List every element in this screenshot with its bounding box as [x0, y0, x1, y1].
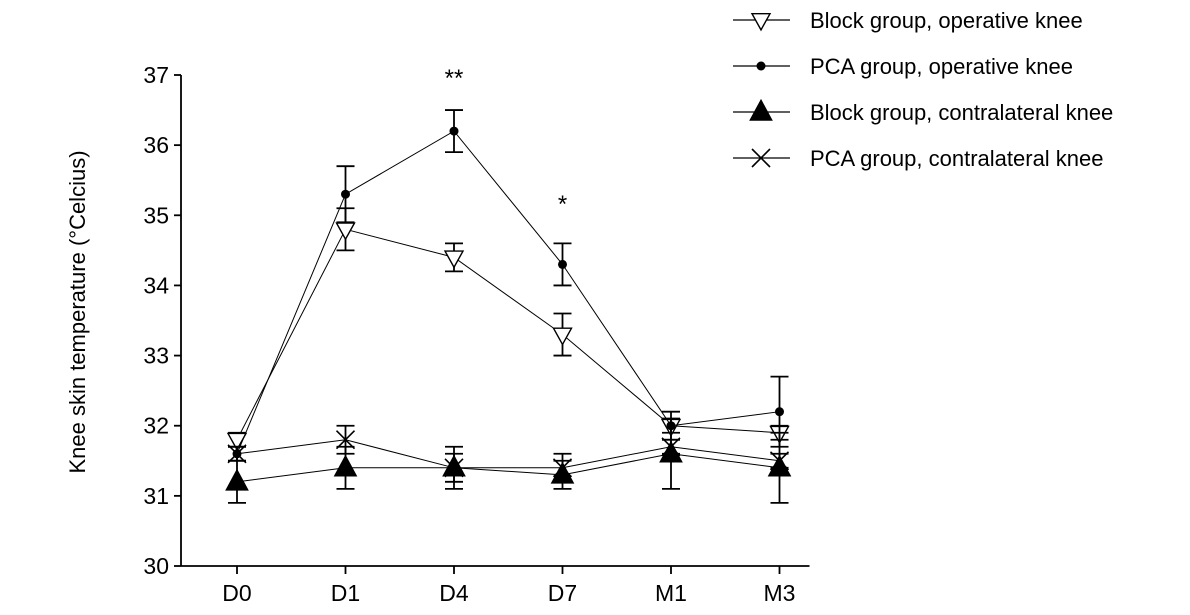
y-tick-label: 37 [143, 62, 169, 88]
data-point [444, 458, 464, 478]
x-tick-label: M3 [764, 580, 796, 606]
series-line [236, 130, 780, 454]
data-point [552, 327, 573, 346]
axes: 30 31 32 33 34 35 36 37 D0 D1 D4 D7 M1 M3 [143, 62, 810, 606]
series-line [236, 439, 780, 469]
legend-label: PCA group, contralateral knee [810, 146, 1104, 171]
series-line [236, 228, 780, 440]
y-tick-label: 33 [143, 343, 169, 369]
data-point [449, 126, 459, 136]
data-point [775, 407, 784, 417]
legend-marker [750, 12, 772, 32]
series-4 [227, 424, 790, 490]
series-1 [226, 207, 790, 452]
data-point [227, 444, 247, 464]
x-tick-label: D0 [222, 580, 251, 606]
legend-marker [749, 98, 773, 121]
legend-item: Block group, contralateral knee [733, 98, 1113, 125]
data-point [661, 437, 681, 457]
series-group [225, 109, 792, 504]
x-tick-label: M1 [655, 580, 687, 606]
series-line [236, 453, 780, 483]
legend-label: Block group, contralateral knee [810, 100, 1113, 125]
y-tick-label: 31 [143, 483, 169, 509]
legend-item: PCA group, operative knee [733, 54, 1073, 79]
data-point [769, 451, 790, 471]
data-point [443, 250, 465, 269]
legend-marker [756, 61, 766, 71]
legend-item: PCA group, contralateral knee [733, 146, 1104, 171]
x-tick-label: D4 [439, 580, 469, 606]
series-3 [225, 417, 792, 504]
series-2 [228, 109, 789, 462]
y-tick-label: 36 [143, 132, 169, 158]
y-axis-label: Knee skin temperature (°Celcius) [65, 150, 90, 473]
data-point [335, 430, 356, 450]
significance-annotation: ** [445, 65, 464, 92]
significance-annotation: * [558, 191, 567, 218]
data-point [225, 468, 249, 491]
legend-label: PCA group, operative knee [810, 54, 1073, 79]
data-point [333, 454, 358, 477]
y-tick-label: 35 [143, 202, 169, 228]
data-point [552, 458, 573, 478]
y-tick-label: 32 [143, 413, 169, 439]
x-tick-label: D1 [331, 580, 360, 606]
legend-marker [751, 148, 771, 168]
legend: Block group, operative knee PCA group, op… [733, 8, 1113, 171]
y-tick-label: 30 [143, 553, 169, 579]
x-tick-label: D7 [548, 580, 577, 606]
legend-item: Block group, operative knee [733, 8, 1083, 33]
data-point [558, 259, 567, 269]
y-tick-label: 34 [143, 272, 169, 298]
data-point [226, 432, 248, 452]
data-point [341, 189, 350, 199]
legend-label: Block group, operative knee [810, 8, 1083, 33]
annotation-group: *** [445, 65, 568, 218]
